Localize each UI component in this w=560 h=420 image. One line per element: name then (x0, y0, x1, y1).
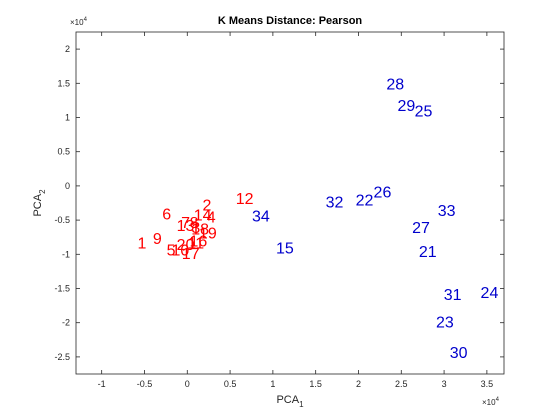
y-tick-label: 0 (65, 181, 70, 191)
x-tick-label: 0 (185, 379, 190, 389)
x-tick-label: 3 (442, 379, 447, 389)
point-label: 1 (137, 236, 146, 253)
y-tick-label: -2.5 (54, 352, 70, 362)
y-tick-label: 1 (65, 113, 70, 123)
y-tick-label: 2 (65, 44, 70, 54)
y-tick-label: -1 (62, 249, 70, 259)
y-tick-label: -1.5 (54, 284, 70, 294)
point-label: 9 (153, 231, 162, 248)
point-label: 31 (444, 287, 462, 304)
x-tick-label: 1 (270, 379, 275, 389)
x-axis-ticks: -1 -0.5 0 0.5 1 1.5 2 2.5 3 3.5 (98, 32, 493, 389)
point-label: 21 (419, 244, 437, 261)
point-label: 11 (188, 236, 205, 253)
point-label: 7 (181, 215, 190, 232)
y-tick-label: -0.5 (54, 215, 70, 225)
point-label: 24 (481, 285, 499, 302)
chart-title: K Means Distance: Pearson (218, 15, 363, 27)
point-label: 18 (191, 221, 209, 238)
point-label: 14 (194, 208, 212, 225)
point-label: 2 (203, 197, 212, 214)
point-label: 10 (172, 243, 190, 260)
point-label: 15 (276, 240, 294, 257)
x-tick-label: 2 (356, 379, 361, 389)
x-tick-label: 1.5 (309, 379, 322, 389)
point-label: 16 (190, 234, 208, 251)
point-label: 12 (236, 191, 254, 208)
point-label: 26 (374, 184, 392, 201)
point-label: 17 (182, 246, 200, 263)
plot-area (75, 31, 505, 375)
point-label: 28 (386, 76, 404, 93)
y-axis-multiplier: ×104 (70, 17, 88, 27)
point-label: 19 (199, 225, 217, 242)
x-axis-label: PCA1 (276, 394, 304, 409)
x-axis-multiplier: ×104 (482, 397, 500, 407)
point-label: 33 (438, 203, 456, 220)
point-label: 22 (356, 193, 374, 210)
point-label: 34 (252, 208, 270, 225)
y-tick-label: 0.5 (57, 147, 70, 157)
y-tick-label: -2 (62, 318, 70, 328)
point-label: 4 (207, 210, 216, 227)
x-tick-label: 0.5 (224, 379, 237, 389)
y-axis-label: PCA2 (32, 189, 47, 217)
x-tick-label: 2.5 (395, 379, 408, 389)
y-tick-label: 1.5 (57, 78, 70, 88)
point-label: 23 (436, 314, 454, 331)
point-label: 30 (450, 345, 468, 362)
point-label: 3 (191, 220, 200, 237)
x-tick-label: -0.5 (137, 379, 153, 389)
point-label: 32 (326, 195, 344, 212)
point-label: 27 (412, 220, 430, 237)
point-label: 13 (177, 218, 195, 235)
x-tick-label: -1 (98, 379, 106, 389)
y-axis-ticks: -2.5 -2 -1.5 -1 -0.5 0 0.5 1 1.5 2 (54, 44, 504, 362)
point-label: 6 (162, 206, 171, 223)
point-label: 8 (190, 215, 199, 232)
point-label: 20 (177, 237, 195, 254)
x-tick-label: 3.5 (481, 379, 494, 389)
point-label: 5 (167, 243, 176, 260)
point-label: 29 (398, 98, 416, 115)
point-label: 25 (415, 104, 433, 121)
